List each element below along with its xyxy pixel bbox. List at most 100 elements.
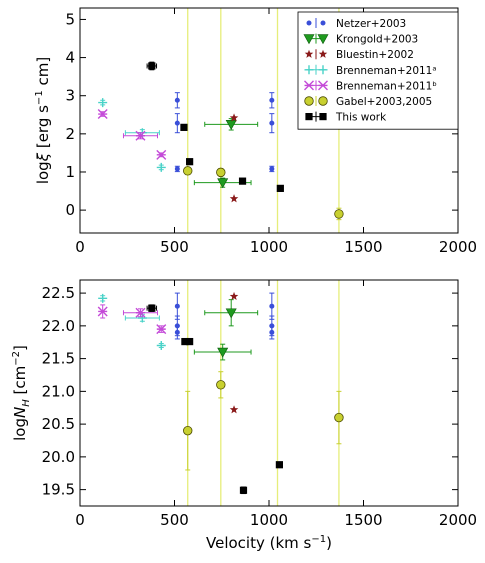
top-panel: 0 500 1000 1500 2000 0 1 2 3 4 5 logξ [erg s−1 cm] N…: [34, 7, 477, 256]
x-axis-label-part: −1: [311, 534, 326, 545]
x-tick-label: 1000: [250, 511, 288, 529]
data-point: [229, 405, 239, 414]
legend-marker: [306, 20, 312, 26]
data-point: [216, 380, 226, 390]
y-axis-label-part: cm]: [34, 57, 52, 90]
data-point: [269, 303, 275, 309]
legend-marker: [304, 65, 314, 75]
data-point: [216, 167, 226, 178]
legend-label-brennemanB: Brenneman+2011ᵇ: [336, 80, 437, 92]
y-axis-label-part: ]: [11, 345, 29, 351]
data-point: [217, 178, 229, 189]
data-point: [183, 425, 193, 436]
y-tick-label: 22.0: [42, 317, 75, 335]
data-point: [269, 166, 275, 172]
data-point: [148, 62, 156, 70]
series-krongold: [193, 299, 259, 361]
axes-frame: [79, 279, 459, 507]
x-tick-label: 500: [160, 238, 189, 256]
y-tick-label: 22.5: [42, 284, 75, 302]
data-point: [98, 293, 108, 303]
legend-label-brennemanA: Brenneman+2011ᵃ: [336, 65, 436, 77]
data-point: [174, 166, 180, 172]
y-axis-label-part: log: [34, 161, 52, 184]
y-tick-label: 20.0: [42, 448, 75, 466]
data-point: [229, 113, 239, 122]
y-tick-label: 1: [65, 163, 75, 181]
x-tick-label: 2000: [439, 238, 477, 256]
data-point: [174, 120, 180, 126]
x-axis-label-part: ): [326, 534, 332, 552]
legend-marker: [318, 96, 328, 106]
y-axis-label-part: [cm: [11, 366, 29, 399]
y-tick-label: 21.5: [42, 350, 75, 368]
data-point: [229, 291, 239, 301]
y-axis-label: logξ [erg s−1 cm]: [34, 57, 52, 184]
series-netzer: [174, 292, 275, 340]
series-thiswork: [146, 304, 283, 495]
x-tick-label: 0: [75, 238, 85, 256]
data-point: [174, 303, 180, 309]
data-point: [269, 97, 275, 103]
data-point: [225, 308, 237, 319]
y-tick-label: 20.5: [42, 415, 75, 433]
legend-marker: [305, 113, 313, 121]
series-brennemanB: [97, 304, 167, 335]
series-netzer: [174, 92, 275, 173]
data-point: [180, 123, 188, 131]
legend-marker: [318, 65, 328, 75]
data-point: [217, 347, 229, 358]
data-point: [174, 329, 180, 335]
data-point: [186, 337, 194, 346]
x-tick-label: 1000: [250, 238, 288, 256]
x-tick-label: 0: [75, 511, 85, 529]
y-tick-label: 19.5: [42, 481, 75, 499]
data-point: [135, 307, 146, 318]
series-krongold: [193, 118, 259, 189]
legend-marker: [318, 49, 328, 58]
data-point: [97, 109, 108, 120]
data-point: [156, 341, 166, 351]
data-point: [334, 209, 344, 219]
data-point: [225, 120, 237, 130]
x-tick-label: 500: [160, 511, 189, 529]
data-point: [156, 324, 167, 335]
y-tick-label: 21.0: [42, 382, 75, 400]
series-gabel: [183, 166, 344, 221]
data-point: [275, 461, 283, 469]
data-point: [181, 337, 189, 346]
legend-marker: [320, 20, 326, 26]
data-point: [148, 304, 156, 312]
legend-label-netzer: Netzer+2003: [336, 18, 406, 30]
series-brennemanB: [97, 109, 167, 160]
y-axis-label-part: H: [21, 399, 32, 407]
legend-marker: [304, 80, 314, 91]
data-point: [269, 120, 275, 126]
y-axis-label-part: log: [11, 418, 29, 441]
legend: Netzer+2003 Krongold+2003 Bluestin+2002 Bre…: [297, 11, 459, 130]
y-tick-label: 3: [65, 87, 75, 105]
x-axis-label-part: Velocity (km s: [206, 534, 312, 552]
legend-label-thiswork: This work: [335, 112, 387, 124]
x-tick-label: 1500: [344, 238, 382, 256]
y-axis-label-part: N: [11, 407, 29, 418]
legend-marker: [304, 49, 314, 58]
series-brennemanA: [98, 98, 166, 172]
legend-label-krongold: Krongold+2003: [336, 34, 418, 46]
series-gabel: [183, 371, 344, 471]
data-point: [239, 486, 248, 494]
data-point: [156, 162, 166, 172]
y-axis-label-part: ξ: [34, 152, 52, 162]
series-bluestin: [229, 291, 239, 414]
data-point: [156, 149, 167, 160]
legend-label-gabel: Gabel+2003,2005: [336, 96, 432, 108]
y-axis-label: logNH [cm−2]: [11, 345, 32, 441]
data-point: [186, 158, 194, 166]
legend-frame: [297, 11, 459, 130]
y-axis-label-part: −2: [11, 351, 22, 366]
data-point: [135, 130, 146, 141]
legend-marker: [318, 80, 328, 91]
data-point: [97, 306, 108, 317]
x-tick-label: 2000: [439, 511, 477, 529]
